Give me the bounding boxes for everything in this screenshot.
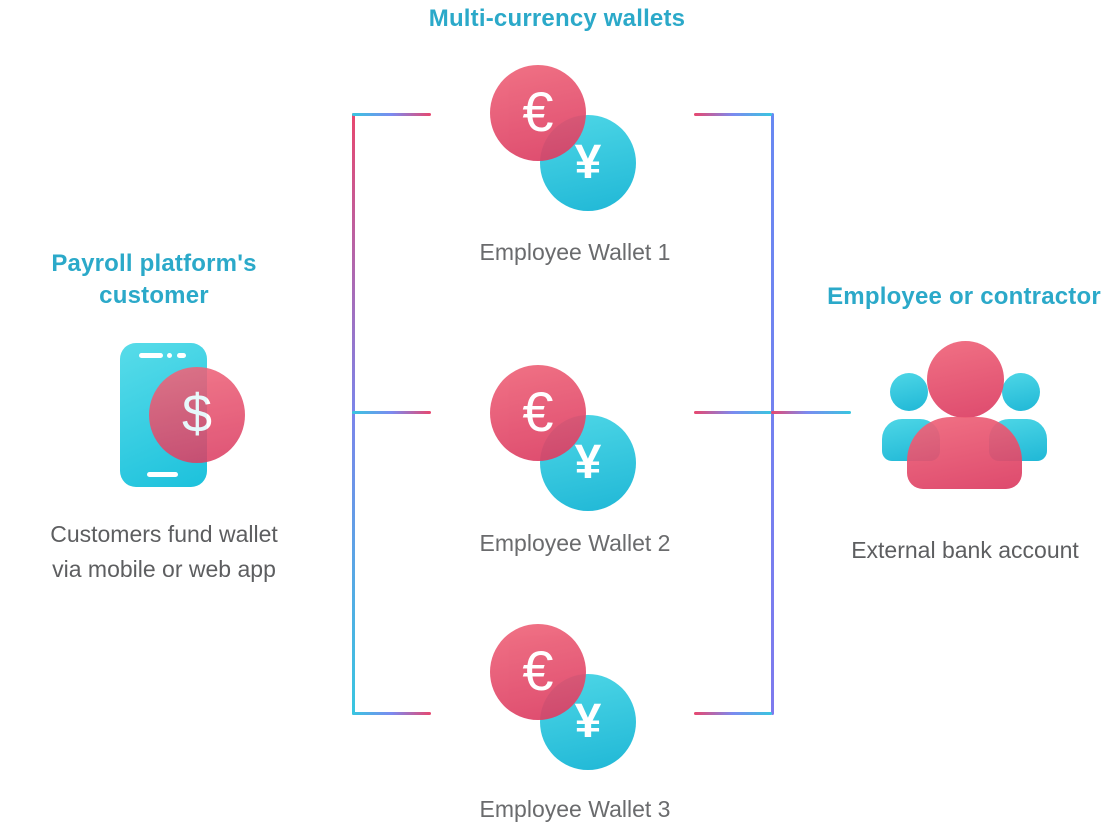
yen-symbol: ¥ (574, 435, 602, 489)
left-bracket-vertical-line (352, 113, 355, 715)
right-bracket-vertical-line (771, 113, 774, 715)
left-section-heading: Payroll platform's customer (34, 248, 274, 312)
dollar-coin-icon: $ (149, 367, 245, 463)
right-branch-wallet-3 (694, 712, 772, 715)
right-branch-wallet-1 (694, 113, 772, 116)
phone-speaker-dot (167, 353, 172, 358)
left-section-caption: Customers fund wallet via mobile or web … (24, 517, 304, 587)
diagram-title: Multi-currency wallets (428, 5, 686, 32)
wallet-icon-3: € ¥ (488, 622, 636, 770)
left-heading-line1: Payroll platform's (51, 250, 257, 277)
euro-coin-icon: € (490, 65, 586, 161)
wallet-2-label: Employee Wallet 2 (479, 530, 671, 556)
phone-home-bar (147, 472, 178, 477)
wallet-icon-2: € ¥ (488, 363, 636, 511)
right-section-caption: External bank account (851, 537, 1079, 563)
euro-coin-icon: € (490, 624, 586, 720)
euro-symbol: € (522, 379, 554, 443)
yen-coin-icon: ¥ (540, 674, 636, 770)
branch-to-employee (771, 411, 851, 414)
wallet-3-label: Employee Wallet 3 (479, 796, 671, 822)
right-branch-wallet-2 (694, 411, 772, 414)
left-heading-line2: customer (99, 282, 209, 309)
phone-speaker-line (139, 353, 163, 358)
euro-symbol: € (522, 79, 554, 143)
mobile-phone-dollar-icon: $ (120, 343, 246, 487)
phone-camera-dash (177, 353, 186, 358)
left-caption-line1: Customers fund wallet (50, 521, 278, 547)
yen-symbol: ¥ (574, 135, 602, 189)
person-right-head (1002, 373, 1040, 411)
wallet-1-label: Employee Wallet 1 (479, 239, 671, 265)
left-branch-wallet-2 (352, 411, 431, 414)
euro-symbol: € (522, 638, 554, 702)
left-caption-line2: via mobile or web app (52, 556, 276, 582)
wallet-icon-1: € ¥ (488, 63, 636, 211)
left-branch-wallet-1 (352, 113, 431, 116)
person-center-body (907, 417, 1022, 489)
yen-symbol: ¥ (574, 694, 602, 748)
people-group-icon (882, 340, 1048, 490)
person-left-head (890, 373, 928, 411)
right-section-heading: Employee or contractor (827, 283, 1101, 310)
person-center-head (927, 341, 1004, 418)
euro-coin-icon: € (490, 365, 586, 461)
yen-coin-icon: ¥ (540, 415, 636, 511)
dollar-symbol: $ (181, 383, 213, 444)
left-branch-wallet-3 (352, 712, 431, 715)
